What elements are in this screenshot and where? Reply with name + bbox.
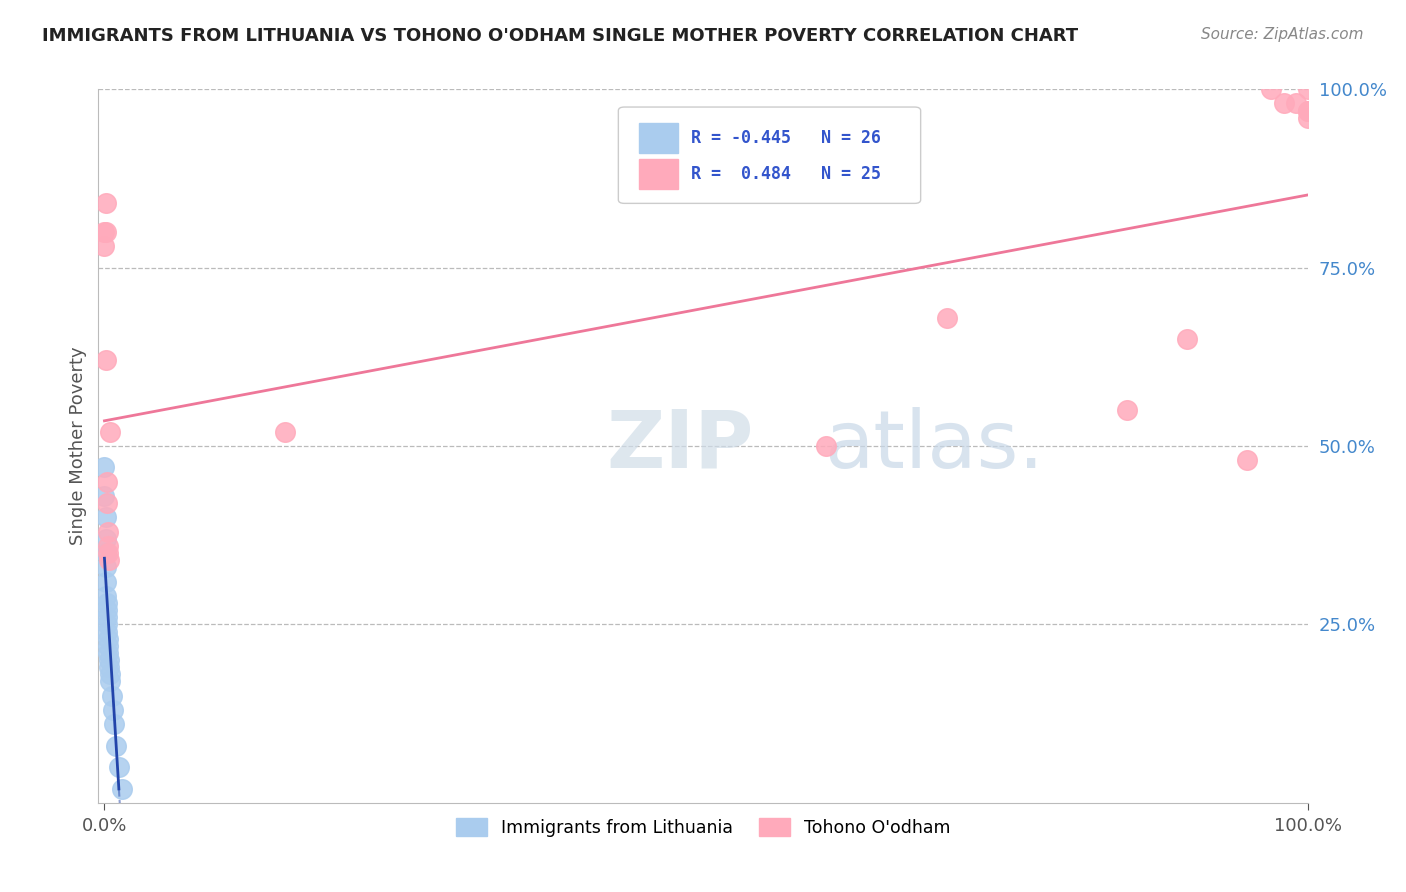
Text: R =  0.484   N = 25: R = 0.484 N = 25	[690, 165, 882, 183]
Point	[97, 539, 120, 553]
Point	[93, 460, 115, 475]
Point	[111, 781, 134, 796]
Point	[97, 639, 120, 653]
Text: ZIP: ZIP	[606, 407, 754, 485]
Point	[94, 196, 117, 211]
Text: IMMIGRANTS FROM LITHUANIA VS TOHONO O'ODHAM SINGLE MOTHER POVERTY CORRELATION CH: IMMIGRANTS FROM LITHUANIA VS TOHONO O'OD…	[42, 27, 1078, 45]
FancyBboxPatch shape	[619, 107, 921, 203]
Point	[1116, 403, 1139, 417]
Point	[96, 496, 118, 510]
Text: atlas.: atlas.	[824, 407, 1043, 485]
Point	[108, 760, 131, 774]
Point	[1236, 453, 1258, 467]
Point	[96, 475, 118, 489]
Point	[1296, 111, 1319, 125]
Point	[100, 674, 122, 689]
Point	[103, 717, 125, 731]
Point	[1175, 332, 1198, 346]
Text: R = -0.445   N = 26: R = -0.445 N = 26	[690, 129, 882, 147]
Point	[97, 632, 120, 646]
Point	[100, 425, 122, 439]
Point	[1296, 82, 1319, 96]
Point	[94, 510, 117, 524]
Point	[93, 225, 115, 239]
Point	[96, 596, 118, 610]
Point	[100, 667, 122, 681]
Point	[94, 560, 117, 574]
Point	[97, 546, 120, 560]
Point	[96, 610, 118, 624]
Point	[93, 489, 115, 503]
Point	[94, 532, 117, 546]
Point	[1296, 103, 1319, 118]
Point	[96, 617, 118, 632]
Point	[96, 603, 118, 617]
Point	[94, 574, 117, 589]
Point	[93, 239, 115, 253]
Bar	[638, 159, 678, 189]
Point	[100, 689, 122, 703]
Legend: Immigrants from Lithuania, Tohono O'odham: Immigrants from Lithuania, Tohono O'odha…	[449, 812, 957, 844]
Text: Source: ZipAtlas.com: Source: ZipAtlas.com	[1201, 27, 1364, 42]
Point	[94, 353, 117, 368]
Point	[94, 546, 117, 560]
Point	[96, 624, 118, 639]
Y-axis label: Single Mother Poverty: Single Mother Poverty	[69, 347, 87, 545]
Point	[1272, 96, 1295, 111]
Point	[94, 225, 117, 239]
Point	[815, 439, 838, 453]
Bar	[638, 123, 678, 153]
Point	[935, 310, 957, 325]
Point	[97, 646, 120, 660]
Point	[101, 703, 124, 717]
Point	[1296, 103, 1319, 118]
Point	[105, 739, 128, 753]
Point	[1260, 82, 1282, 96]
Point	[98, 653, 121, 667]
Point	[274, 425, 297, 439]
Point	[94, 589, 117, 603]
Point	[98, 660, 121, 674]
Point	[97, 524, 120, 539]
Point	[1284, 96, 1306, 111]
Point	[98, 553, 121, 567]
